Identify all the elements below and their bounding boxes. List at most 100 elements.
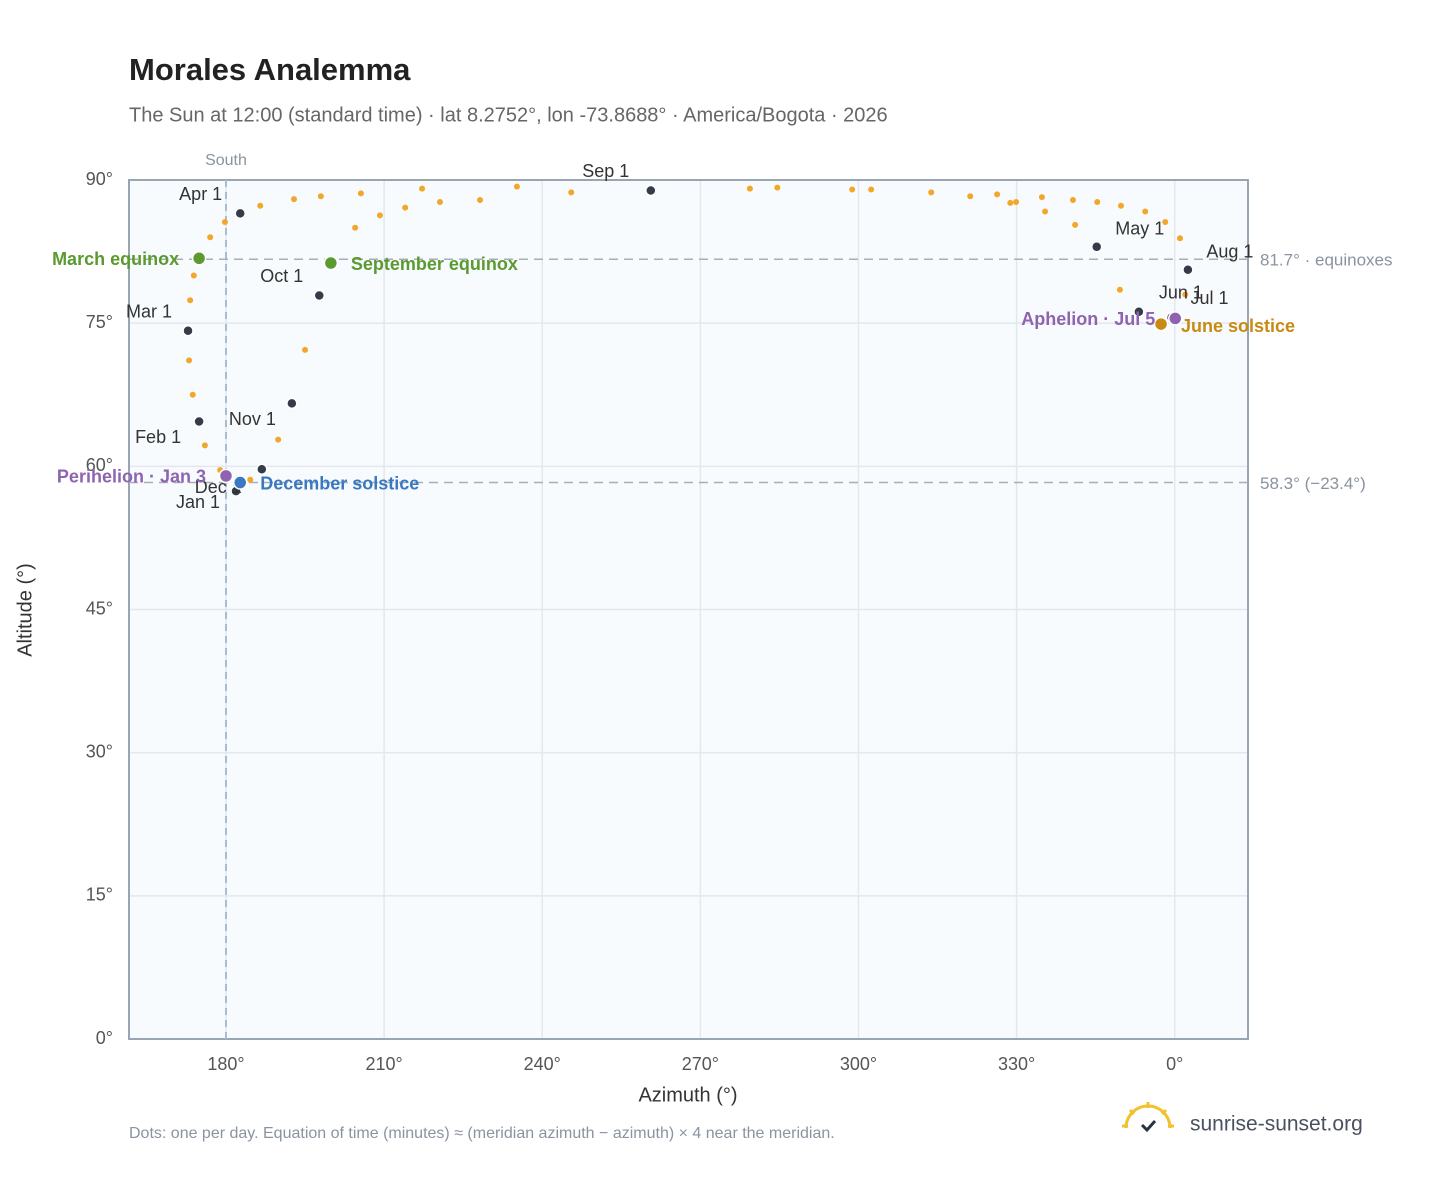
day-dot xyxy=(357,190,364,197)
day-dot xyxy=(1007,199,1014,206)
event-label: June solstice xyxy=(1181,316,1295,336)
y-tick-label: 60° xyxy=(86,455,113,475)
month-label: Oct 1 xyxy=(260,266,303,286)
x-tick-label: 210° xyxy=(365,1054,402,1074)
day-dot xyxy=(1038,194,1045,201)
day-dot xyxy=(207,234,214,241)
y-axis-label: Altitude (°) xyxy=(14,563,36,657)
month-label: May 1 xyxy=(1115,219,1164,239)
day-dot xyxy=(186,357,193,364)
month-marker xyxy=(182,325,194,337)
month-label: Jun 1 xyxy=(1159,282,1203,302)
month-label: Dec 1 xyxy=(195,477,242,497)
meridian-label: South xyxy=(205,152,247,169)
event-marker xyxy=(1168,311,1183,326)
event-marker xyxy=(323,255,339,271)
event-label: Perihelion · Jan 3 xyxy=(57,467,206,487)
event-marker xyxy=(218,468,234,484)
y-tick-label: 75° xyxy=(86,312,113,332)
day-dot xyxy=(1182,291,1189,298)
plot-border xyxy=(128,179,1249,1040)
month-marker xyxy=(1133,305,1145,318)
day-dot xyxy=(221,218,228,225)
day-dot xyxy=(1177,235,1184,242)
day-dot xyxy=(774,184,781,191)
month-label: Jul 1 xyxy=(1191,288,1229,308)
day-dot xyxy=(849,186,856,193)
day-dot xyxy=(352,224,359,231)
day-dot xyxy=(376,212,383,219)
day-dot xyxy=(317,193,324,200)
month-marker xyxy=(645,184,657,197)
day-dot xyxy=(928,189,935,196)
day-dot xyxy=(190,272,197,279)
month-label: Aug 1 xyxy=(1206,241,1253,261)
event-marker xyxy=(232,475,248,490)
day-dot xyxy=(1142,208,1149,215)
footnote: Dots: one per day. Equation of time (min… xyxy=(129,1125,835,1142)
month-marker xyxy=(234,207,246,220)
event-marker xyxy=(1153,316,1169,332)
x-tick-label: 300° xyxy=(840,1054,877,1074)
x-tick-label: 0° xyxy=(1166,1054,1183,1074)
day-dot xyxy=(187,297,194,304)
day-dot xyxy=(257,202,264,209)
month-marker xyxy=(313,289,326,302)
day-dot xyxy=(994,191,1001,198)
month-marker xyxy=(193,415,205,428)
month-label: Feb 1 xyxy=(135,427,181,447)
event-label: March equinox xyxy=(52,249,179,269)
day-dot xyxy=(275,436,282,443)
y-tick-label: 0° xyxy=(96,1028,113,1048)
month-marker xyxy=(1090,241,1103,253)
day-dot xyxy=(1042,208,1049,215)
day-dot xyxy=(1117,202,1124,209)
day-dot xyxy=(746,185,753,192)
day-dot xyxy=(513,183,520,190)
day-dot xyxy=(1072,221,1079,228)
day-dot xyxy=(402,204,409,211)
day-dot xyxy=(1162,218,1169,225)
day-dot xyxy=(419,185,426,192)
x-tick-label: 330° xyxy=(998,1054,1035,1074)
day-dot xyxy=(477,197,484,204)
day-dot xyxy=(868,186,875,193)
event-label: December solstice xyxy=(260,473,419,493)
day-dot xyxy=(1013,198,1020,205)
month-marker xyxy=(1182,263,1194,276)
chart-title: Morales Analemma xyxy=(129,52,411,87)
day-dot xyxy=(201,442,208,449)
x-tick-label: 240° xyxy=(524,1054,561,1074)
event-label: Aphelion · Jul 5 xyxy=(1021,309,1155,329)
y-tick-label: 30° xyxy=(86,741,113,761)
brand-icon xyxy=(1122,1102,1174,1133)
month-marker xyxy=(256,463,268,475)
month-marker xyxy=(286,397,298,410)
month-label: Mar 1 xyxy=(126,302,172,322)
day-dot xyxy=(302,346,309,353)
brand: sunrise-sunset.org xyxy=(1190,1113,1363,1136)
month-label: Apr 1 xyxy=(179,184,222,204)
day-dot xyxy=(436,198,443,205)
day-dot xyxy=(247,476,254,483)
x-tick-label: 180° xyxy=(207,1054,244,1074)
month-label: Jan 1 xyxy=(176,492,220,512)
day-dot xyxy=(290,196,297,203)
reference-label: 58.3° (−23.4°) xyxy=(1260,474,1366,493)
chart-subtitle: The Sun at 12:00 (standard time) · lat 8… xyxy=(129,104,888,126)
reference-label: 81.7° · equinoxes xyxy=(1260,251,1393,270)
day-dot xyxy=(568,189,575,196)
month-label: Nov 1 xyxy=(229,409,276,429)
event-marker xyxy=(191,251,207,266)
x-axis-label: Azimuth (°) xyxy=(638,1084,737,1106)
y-tick-label: 45° xyxy=(86,598,113,618)
x-tick-label: 270° xyxy=(682,1054,719,1074)
month-label: Sep 1 xyxy=(582,161,629,181)
y-tick-label: 15° xyxy=(86,885,113,905)
day-dot xyxy=(1094,198,1101,205)
day-dot xyxy=(967,193,974,200)
event-label: September equinox xyxy=(351,254,518,274)
day-dot xyxy=(1116,286,1123,293)
y-tick-label: 90° xyxy=(86,169,113,189)
